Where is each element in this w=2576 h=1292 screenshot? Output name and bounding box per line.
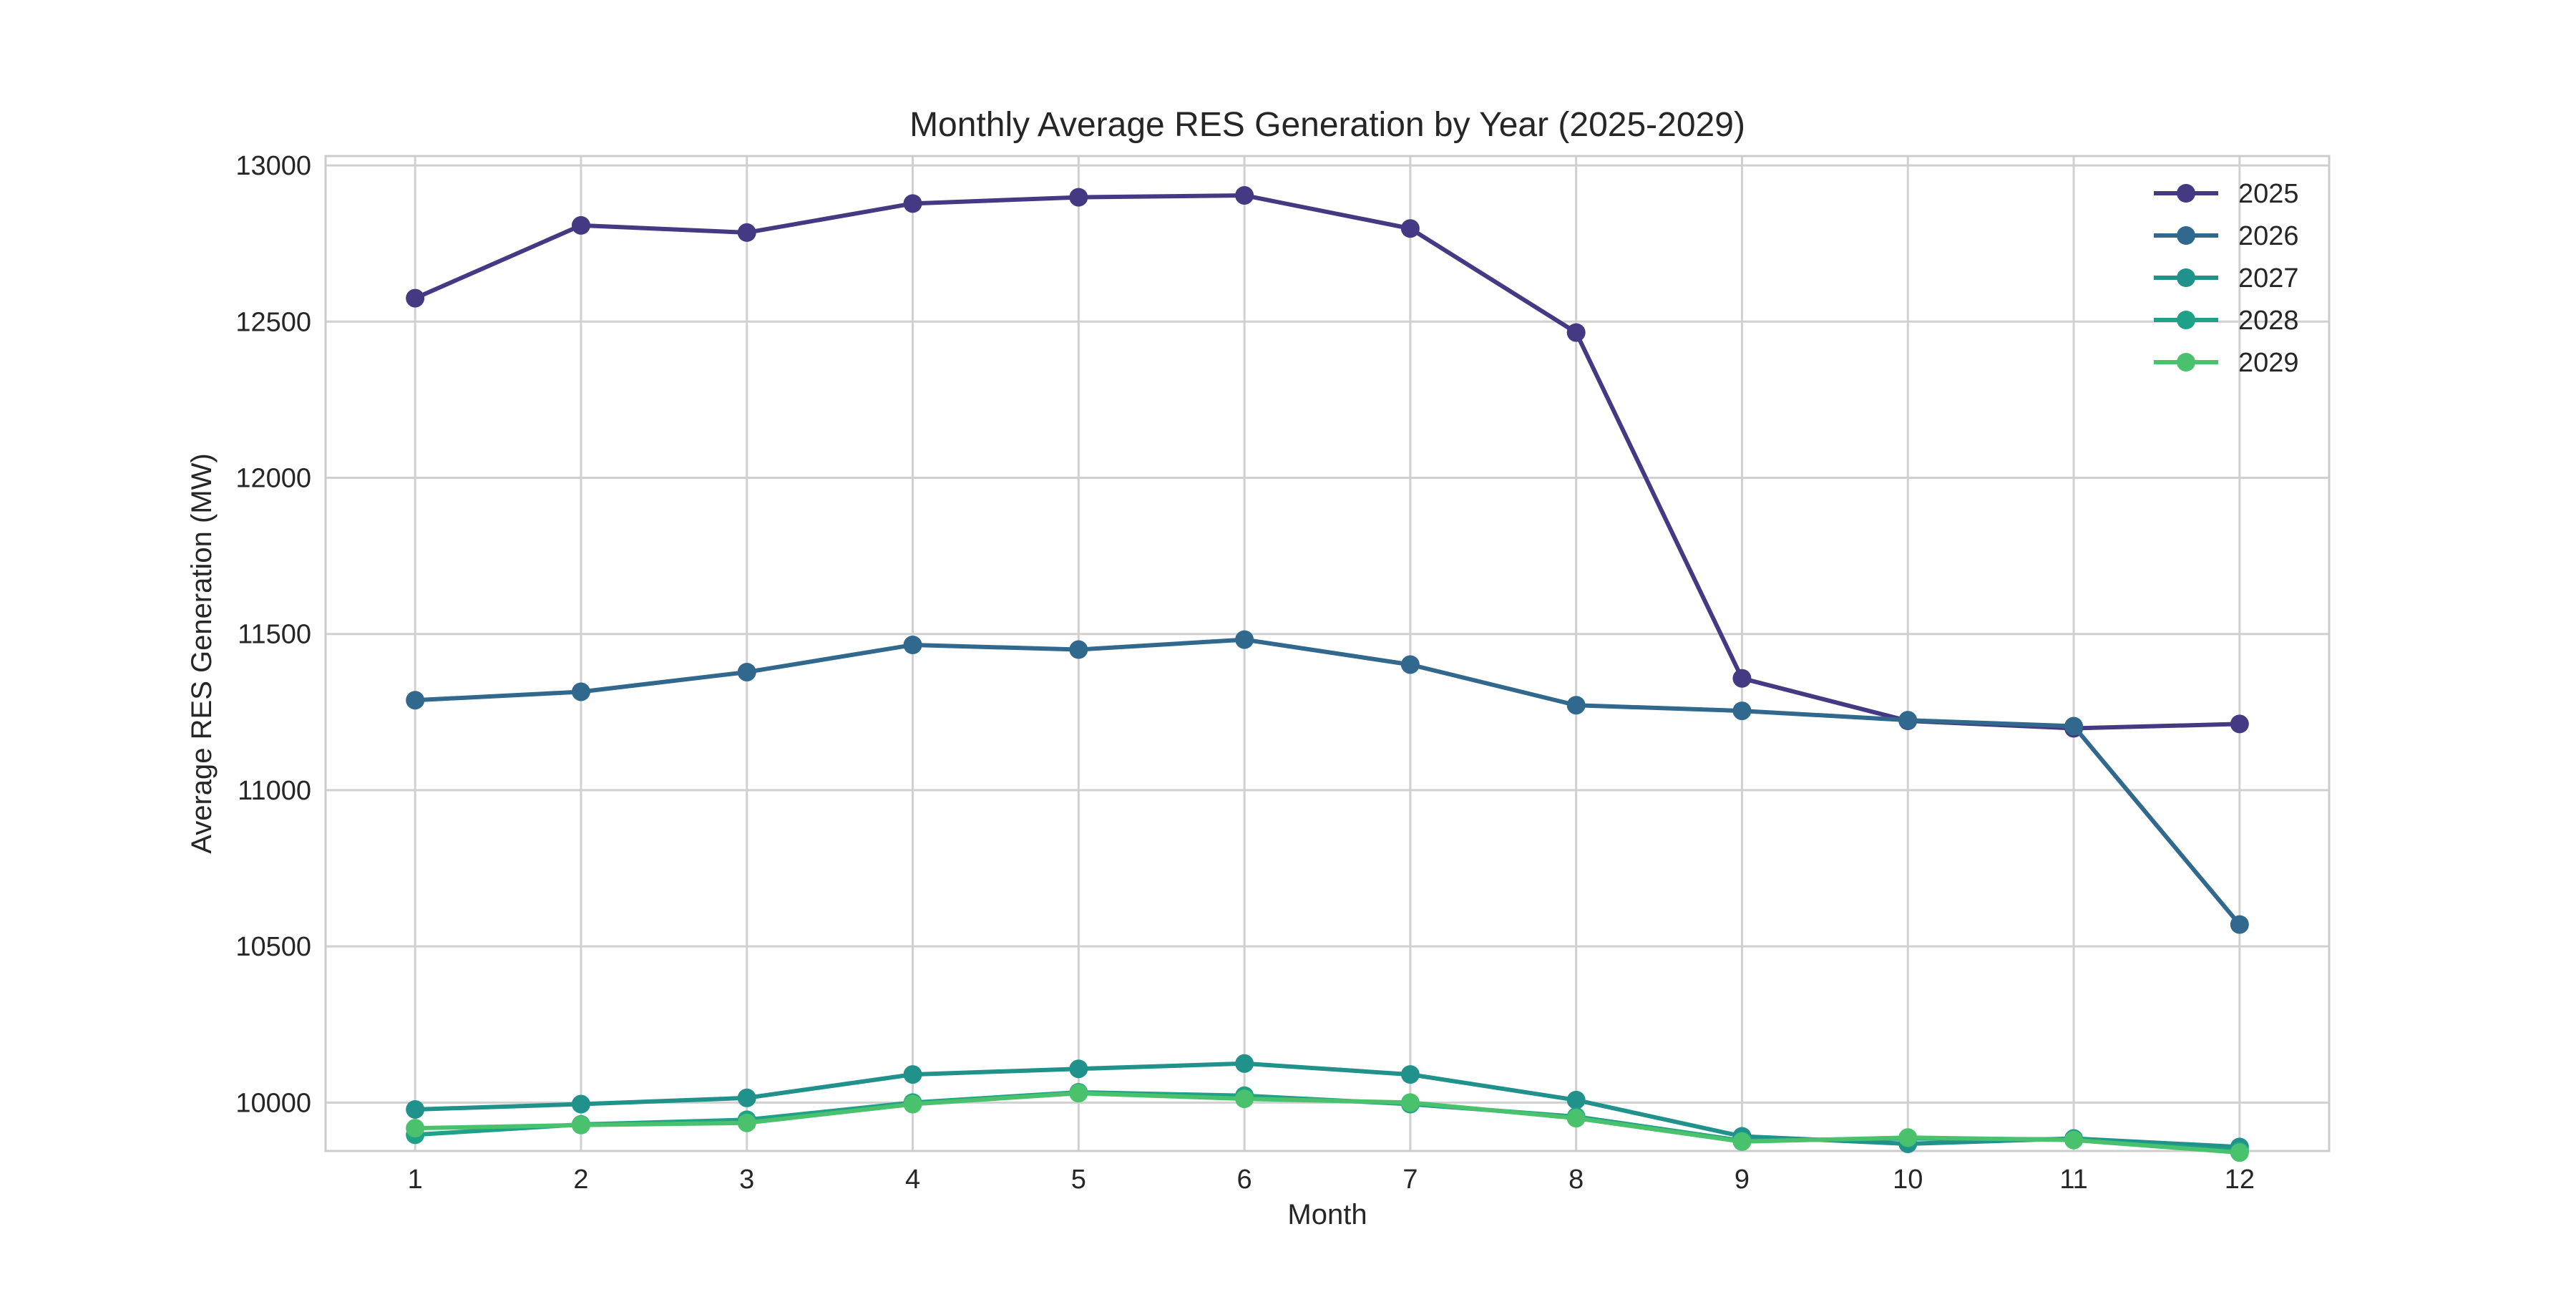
data-point-2027	[903, 1065, 922, 1084]
data-point-2029	[1400, 1093, 1420, 1112]
x-axis-label: Month	[1287, 1199, 1367, 1230]
data-point-2026	[1732, 701, 1752, 721]
legend-marker-2029	[2177, 353, 2195, 371]
legend-label-2026: 2026	[2238, 221, 2299, 251]
data-point-2025	[1069, 188, 1088, 207]
data-point-2025	[903, 194, 922, 213]
x-tick-label: 3	[739, 1165, 754, 1195]
data-point-2029	[571, 1115, 590, 1135]
chart-title: Monthly Average RES Generation by Year (…	[909, 106, 1745, 144]
y-axis-label: Average RES Generation (MW)	[186, 453, 218, 853]
legend-marker-2028	[2177, 311, 2195, 329]
data-point-2027	[406, 1099, 425, 1119]
data-point-2026	[571, 682, 590, 701]
x-tick-label: 4	[905, 1165, 920, 1195]
data-point-2027	[1235, 1054, 1254, 1073]
x-tick-label: 10	[1893, 1165, 1923, 1195]
data-point-2029	[1898, 1128, 1918, 1147]
data-point-2029	[1566, 1109, 1586, 1128]
data-point-2025	[571, 215, 590, 235]
data-point-2026	[1566, 696, 1586, 715]
data-point-2027	[571, 1094, 590, 1114]
x-tick-label: 12	[2225, 1165, 2255, 1195]
x-tick-label: 11	[2059, 1165, 2087, 1195]
legend-label-2029: 2029	[2238, 348, 2299, 378]
data-point-2026	[1235, 630, 1254, 649]
series-group	[406, 185, 2249, 1162]
series-line-2027	[415, 1061, 2240, 1150]
data-point-2025	[1235, 185, 1254, 205]
y-tick-label: 10000	[235, 1088, 311, 1118]
data-point-2029	[1732, 1132, 1752, 1151]
data-point-2026	[903, 635, 922, 654]
data-point-2025	[1566, 323, 1586, 342]
x-tick-label: 2	[573, 1165, 588, 1195]
legend-item-2025: 2025	[2154, 179, 2299, 209]
data-point-2029	[737, 1113, 756, 1132]
x-tick-label: 6	[1237, 1165, 1252, 1195]
x-tick-label: 7	[1402, 1165, 1418, 1195]
plot-area-frame	[324, 155, 2331, 1152]
data-point-2029	[903, 1094, 922, 1114]
data-point-2026	[1069, 640, 1088, 659]
legend-label-2028: 2028	[2238, 306, 2299, 336]
y-tick-label: 12000	[235, 464, 311, 494]
data-point-2026	[406, 691, 425, 710]
data-point-2026	[2230, 915, 2249, 934]
data-point-2026	[2064, 717, 2084, 736]
data-point-2029	[2064, 1130, 2084, 1150]
data-point-2027	[1566, 1090, 1586, 1109]
legend-label-2025: 2025	[2238, 179, 2299, 209]
legend-marker-2027	[2177, 268, 2195, 287]
data-point-2026	[1898, 711, 1918, 730]
data-point-2027	[737, 1088, 756, 1107]
y-tick-label: 12500	[235, 307, 311, 337]
y-tick-label: 11000	[238, 776, 311, 806]
data-point-2025	[737, 223, 756, 242]
legend-marker-2025	[2177, 184, 2195, 203]
data-point-2025	[1400, 219, 1420, 238]
legend-marker-2026	[2177, 226, 2195, 245]
x-axis-ticks: 1 2 3 4 5 6 7 8 9 10 11 12	[408, 1165, 2255, 1195]
legend-item-2029: 2029	[2154, 348, 2299, 378]
data-point-2029	[406, 1119, 425, 1138]
x-tick-label: 1	[408, 1165, 423, 1195]
y-tick-label: 11500	[238, 620, 311, 650]
legend-item-2026: 2026	[2154, 221, 2299, 251]
data-point-2027	[1069, 1059, 1088, 1079]
x-tick-label: 9	[1735, 1165, 1750, 1195]
y-tick-label: 10500	[235, 932, 311, 962]
x-tick-label: 5	[1071, 1165, 1086, 1195]
y-axis-ticks: 10000 10500 11000 11500 12000 12500 13000	[235, 151, 311, 1118]
data-point-2025	[2230, 714, 2249, 734]
data-point-2026	[737, 662, 756, 681]
series-2026	[406, 630, 2249, 934]
data-point-2025	[1732, 669, 1752, 688]
data-point-2029	[2230, 1143, 2249, 1162]
legend-item-2027: 2027	[2154, 263, 2299, 293]
series-2029	[406, 1084, 2249, 1162]
data-point-2026	[1400, 655, 1420, 674]
data-point-2029	[1235, 1089, 1254, 1109]
data-point-2029	[1069, 1084, 1088, 1103]
data-point-2027	[1400, 1065, 1420, 1084]
series-line-2026	[415, 637, 2242, 926]
legend: 2025 2026 2027 2028 2029	[2154, 179, 2299, 378]
legend-item-2028: 2028	[2154, 306, 2299, 336]
legend-label-2027: 2027	[2238, 263, 2299, 293]
series-line-2029	[415, 1091, 2240, 1155]
x-tick-label: 8	[1568, 1165, 1584, 1195]
data-point-2025	[406, 288, 425, 308]
y-tick-label: 13000	[235, 151, 311, 181]
grid	[326, 156, 2329, 1151]
